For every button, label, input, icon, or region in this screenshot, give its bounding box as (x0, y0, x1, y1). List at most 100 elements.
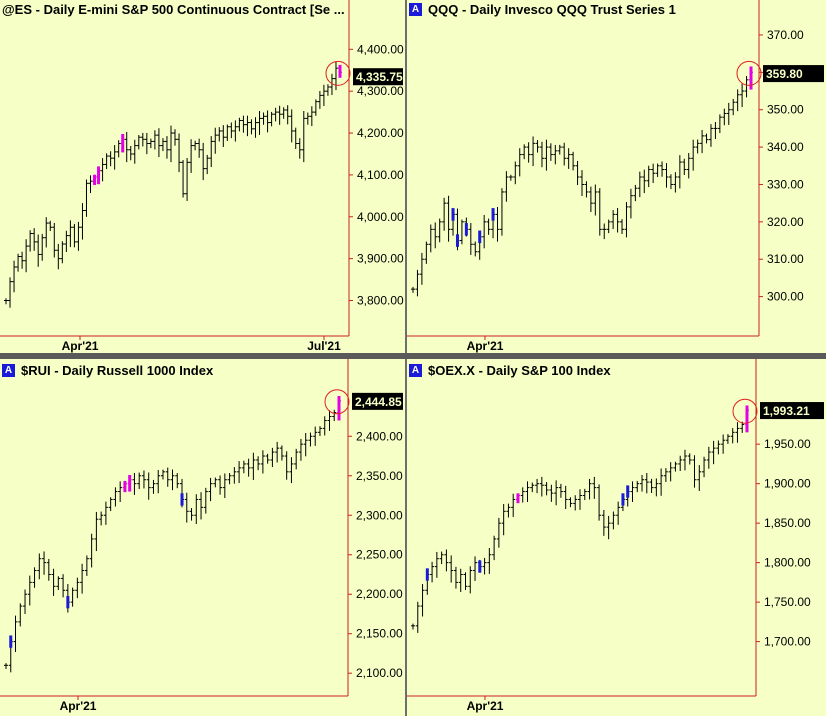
price-bar (482, 214, 487, 249)
price-bar (232, 467, 237, 484)
price-bar (473, 241, 478, 257)
price-bar (548, 143, 553, 161)
price-bar (735, 89, 740, 112)
price-bar (582, 488, 587, 501)
price-bar (317, 91, 322, 109)
price-bar (100, 158, 105, 182)
x-tick-label: Jul'21 (307, 339, 341, 353)
price-bar (482, 557, 487, 575)
chart-panel-es: 4,400.00 4,300.00 4,200.00 4,100.00 4,000.00… (0, 0, 405, 353)
price-bar (146, 472, 151, 500)
y-tick-label: 2,350.00 (356, 469, 403, 483)
price-bar (511, 493, 516, 517)
y-tick-label: 4,000.00 (357, 210, 404, 224)
price-bar (740, 421, 745, 433)
price-bar (506, 503, 511, 518)
price-bar (463, 572, 468, 591)
price-bar (597, 188, 602, 236)
price-bar (544, 482, 549, 496)
price-bar (251, 452, 256, 480)
y-tick-label: 4,300.00 (357, 84, 404, 98)
price-bar (122, 480, 127, 493)
price-bar (530, 482, 535, 493)
price-bar (177, 133, 182, 173)
price-bar (522, 144, 527, 160)
price-bar (194, 494, 199, 524)
price-bar (44, 217, 49, 248)
price-bar (459, 219, 464, 245)
price-bar (193, 140, 198, 151)
price-bar (444, 549, 449, 572)
price-bar (673, 461, 678, 472)
price-bar (446, 195, 451, 242)
price-bar (168, 125, 173, 163)
signal-bar (66, 595, 70, 609)
price-bar (691, 139, 696, 171)
price-bar (137, 472, 142, 490)
last-value-box (763, 65, 824, 83)
price-bar (651, 163, 656, 184)
price-bar (269, 111, 274, 127)
price-bar (8, 277, 13, 308)
price-bar (562, 142, 567, 166)
price-chart-svg-rui: 2,400.00 2,350.00 2,300.00 2,250.00 2,200.00… (0, 359, 403, 713)
price-bar (184, 492, 189, 523)
signal-bar (491, 208, 495, 221)
y-tick-label: 300.00 (767, 290, 804, 304)
symbol-badge-oex[interactable]: A (409, 363, 422, 377)
price-bar (4, 298, 8, 305)
price-bar (141, 470, 146, 489)
price-bar (526, 142, 531, 163)
y-tick-label: 350.00 (767, 103, 804, 117)
price-bar (140, 132, 145, 147)
price-bar (20, 251, 25, 269)
y-tick-label: 2,100.00 (356, 666, 403, 680)
price-bar (281, 107, 286, 119)
y-tick-label: 2,400.00 (356, 429, 403, 443)
price-bar (270, 447, 275, 468)
symbol-badge-rui[interactable]: A (2, 363, 15, 377)
chart-title-qqq: A QQQ - Daily Invesco QQQ Trust Series 1 (409, 0, 676, 18)
price-bar (23, 589, 28, 614)
price-bar (611, 511, 616, 530)
price-bar (201, 142, 206, 181)
price-bar (726, 102, 731, 125)
price-bar (620, 219, 625, 234)
price-bar (84, 555, 89, 576)
price-bar (745, 405, 749, 433)
price-bar (51, 568, 56, 596)
chart-title-text-es: @ES - Daily E-mini S&P 500 Continuous Co… (2, 1, 345, 17)
price-bar (520, 487, 525, 503)
price-bar (205, 154, 210, 175)
last-value-label: 2,444.85 (355, 395, 402, 409)
price-bar (442, 197, 447, 231)
price-bar (721, 434, 726, 454)
signal-bar (451, 208, 455, 221)
price-bar (181, 160, 186, 198)
price-bar (329, 73, 334, 96)
chart-title-es: @ES - Daily E-mini S&P 500 Continuous Co… (2, 0, 345, 18)
price-bar (597, 484, 602, 521)
price-bar (588, 186, 593, 213)
price-bar (185, 158, 190, 201)
price-bar (152, 130, 157, 150)
price-bar (424, 241, 429, 264)
price-bar (644, 472, 649, 494)
price-bar (321, 84, 326, 106)
y-tick-label: 1,750.00 (764, 595, 811, 609)
price-bar (112, 144, 117, 170)
price-bar (213, 477, 218, 488)
y-tick-label: 320.00 (767, 215, 804, 229)
symbol-badge-qqq[interactable]: A (409, 2, 422, 16)
price-bar (677, 155, 682, 189)
price-bar (624, 202, 629, 238)
price-bar (492, 535, 497, 561)
y-tick-label: 2,200.00 (356, 587, 403, 601)
price-bar (273, 107, 278, 122)
horizontal-divider[interactable] (0, 353, 826, 359)
price-bar (587, 478, 592, 500)
signal-bar (478, 560, 482, 573)
price-bar (308, 432, 313, 447)
price-bar (218, 475, 223, 495)
price-bar (309, 106, 314, 127)
